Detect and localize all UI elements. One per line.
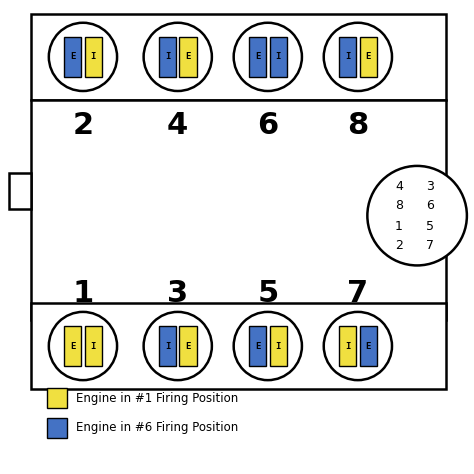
Text: 4: 4 <box>167 111 188 140</box>
FancyBboxPatch shape <box>270 327 287 365</box>
Text: 6: 6 <box>257 111 278 140</box>
Text: E: E <box>255 342 260 350</box>
Text: I: I <box>275 342 281 350</box>
Text: 6: 6 <box>427 199 434 212</box>
Circle shape <box>324 23 392 91</box>
Circle shape <box>49 23 117 91</box>
FancyBboxPatch shape <box>180 327 197 365</box>
FancyBboxPatch shape <box>47 388 67 408</box>
Text: I: I <box>165 53 170 61</box>
Text: E: E <box>70 342 75 350</box>
Circle shape <box>49 312 117 380</box>
FancyBboxPatch shape <box>270 37 287 76</box>
Text: I: I <box>345 342 350 350</box>
Circle shape <box>234 312 302 380</box>
Circle shape <box>367 166 467 265</box>
Text: 8: 8 <box>395 199 403 212</box>
Text: Engine in #6 Firing Position: Engine in #6 Firing Position <box>76 421 238 434</box>
FancyBboxPatch shape <box>249 327 266 365</box>
FancyBboxPatch shape <box>47 418 67 438</box>
Text: Engine in #1 Firing Position: Engine in #1 Firing Position <box>76 392 238 405</box>
FancyBboxPatch shape <box>31 303 446 389</box>
Circle shape <box>324 312 392 380</box>
Text: E: E <box>185 53 191 61</box>
Circle shape <box>144 312 212 380</box>
Text: 7: 7 <box>427 238 434 252</box>
Circle shape <box>144 23 212 91</box>
FancyBboxPatch shape <box>31 100 446 320</box>
Text: I: I <box>91 342 96 350</box>
Text: 3: 3 <box>167 279 188 309</box>
Text: E: E <box>255 53 260 61</box>
Text: E: E <box>365 53 371 61</box>
FancyBboxPatch shape <box>339 37 356 76</box>
FancyBboxPatch shape <box>360 37 377 76</box>
Text: 1: 1 <box>73 279 93 309</box>
Text: I: I <box>345 53 350 61</box>
Text: 8: 8 <box>347 111 368 140</box>
Text: 5: 5 <box>257 279 278 309</box>
FancyBboxPatch shape <box>360 327 377 365</box>
Text: I: I <box>165 342 170 350</box>
Text: E: E <box>365 342 371 350</box>
FancyBboxPatch shape <box>159 37 176 76</box>
FancyBboxPatch shape <box>64 37 81 76</box>
Text: 1: 1 <box>395 219 403 233</box>
FancyBboxPatch shape <box>180 37 197 76</box>
Text: 7: 7 <box>347 279 368 309</box>
Circle shape <box>234 23 302 91</box>
Text: E: E <box>70 53 75 61</box>
Text: 4: 4 <box>395 180 403 193</box>
FancyBboxPatch shape <box>159 327 176 365</box>
Text: 3: 3 <box>427 180 434 193</box>
Text: I: I <box>91 53 96 61</box>
Text: 2: 2 <box>395 238 403 252</box>
FancyBboxPatch shape <box>85 37 102 76</box>
FancyBboxPatch shape <box>249 37 266 76</box>
Text: 2: 2 <box>73 111 93 140</box>
Text: E: E <box>185 342 191 350</box>
Text: 5: 5 <box>427 219 434 233</box>
FancyBboxPatch shape <box>339 327 356 365</box>
FancyBboxPatch shape <box>31 14 446 100</box>
FancyBboxPatch shape <box>64 327 81 365</box>
FancyBboxPatch shape <box>85 327 102 365</box>
Text: I: I <box>275 53 281 61</box>
FancyBboxPatch shape <box>9 173 31 209</box>
